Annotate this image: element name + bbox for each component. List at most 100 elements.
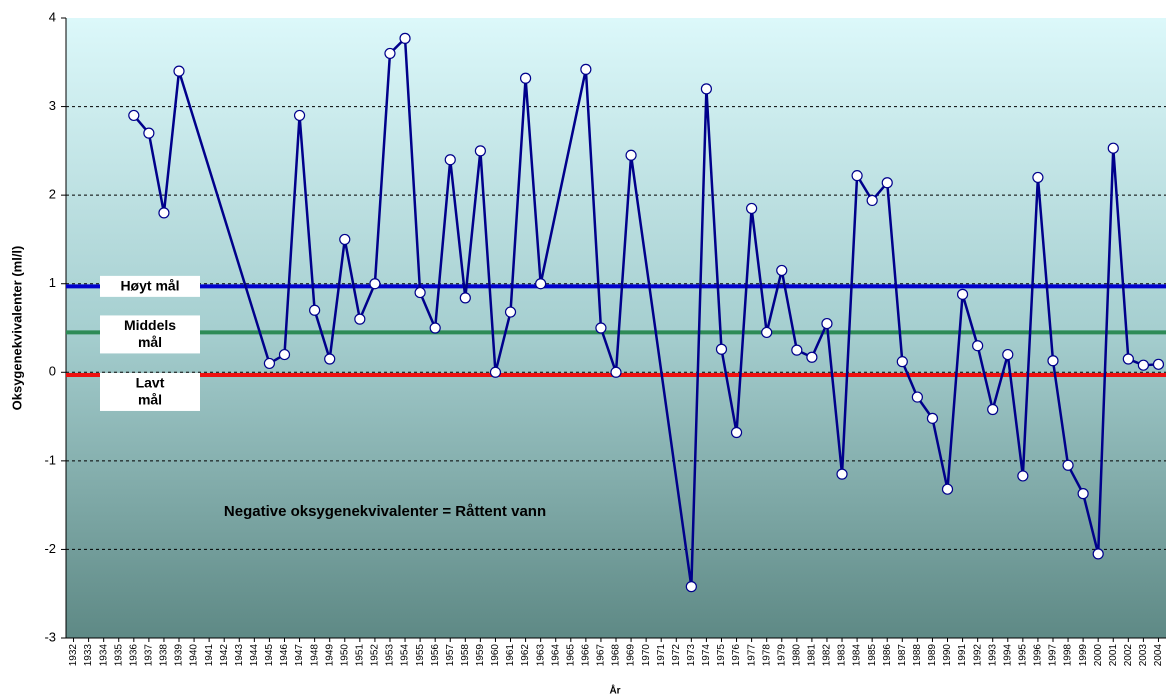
data-point	[324, 353, 336, 365]
x-tick-label: 1953	[385, 644, 396, 667]
x-tick-label: 1943	[234, 644, 245, 667]
data-point	[414, 286, 426, 299]
data-point	[1152, 358, 1165, 370]
data-point	[128, 109, 140, 122]
data-point	[143, 127, 155, 139]
y-tick-label: -3	[44, 629, 56, 644]
x-tick-label: 1963	[535, 644, 546, 667]
reference-label: Høyt mål	[120, 278, 179, 294]
x-tick-label: 1937	[144, 644, 155, 667]
data-point	[700, 83, 713, 95]
x-tick-label: 1994	[1002, 644, 1013, 667]
x-tick-label: 1934	[98, 644, 109, 667]
x-tick-label: 2004	[1153, 644, 1164, 667]
x-tick-label: 1935	[113, 644, 124, 667]
x-tick-label: 1982	[822, 644, 833, 667]
x-tick-label: 2003	[1138, 644, 1149, 667]
data-point	[1032, 171, 1044, 184]
data-point	[293, 109, 306, 122]
data-point	[474, 145, 486, 157]
x-tick-label: 1950	[339, 644, 350, 667]
data-point	[459, 292, 471, 304]
x-tick-label: 1948	[309, 644, 320, 667]
reference-label: mål	[138, 392, 162, 408]
x-tick-label: 2002	[1123, 644, 1134, 667]
x-axis-label: År	[609, 684, 620, 697]
data-point	[1047, 355, 1059, 367]
data-point	[173, 65, 185, 77]
x-tick-label: 1965	[565, 644, 576, 667]
data-point	[369, 278, 381, 290]
x-tick-label: 1942	[219, 644, 230, 667]
y-tick-label: 4	[49, 9, 56, 24]
x-tick-label: 1979	[776, 644, 787, 667]
x-tick-label: 1989	[927, 644, 938, 667]
data-point	[519, 72, 532, 84]
x-tick-label: 1976	[731, 644, 742, 667]
x-tick-label: 1986	[882, 644, 893, 667]
reference-label: Lavt	[136, 375, 165, 391]
x-tick-label: 1999	[1078, 644, 1089, 667]
x-tick-label: 1969	[626, 644, 637, 667]
x-tick-label: 1980	[791, 644, 802, 667]
data-point	[158, 207, 170, 219]
reference-label: Middels	[124, 317, 176, 333]
x-tick-label: 1939	[174, 644, 185, 667]
x-tick-label: 1947	[294, 644, 305, 667]
x-tick-label: 1955	[415, 644, 426, 667]
reference-label-box	[100, 372, 200, 411]
x-tick-label: 2001	[1108, 644, 1119, 667]
data-point	[881, 177, 893, 189]
data-point	[399, 32, 411, 44]
x-tick-label: 1983	[837, 644, 848, 667]
data-point	[429, 322, 441, 334]
x-tick-label: 1941	[204, 644, 215, 667]
x-tick-label: 1964	[550, 644, 561, 667]
reference-label: mål	[138, 334, 162, 350]
data-point	[339, 233, 351, 246]
data-point	[972, 340, 984, 352]
x-tick-label: 1995	[1017, 644, 1028, 667]
data-point	[489, 366, 502, 378]
x-tick-label: 1936	[128, 644, 139, 667]
x-tick-label: 1972	[671, 644, 682, 667]
y-tick-label: 2	[49, 187, 56, 202]
x-tick-label: 1966	[581, 644, 592, 667]
x-tick-label: 1988	[912, 644, 923, 667]
x-tick-label: 1967	[596, 644, 607, 667]
data-point	[384, 47, 396, 60]
data-point	[911, 391, 923, 403]
data-point	[987, 403, 999, 416]
data-point	[746, 202, 758, 215]
x-tick-label: 1961	[505, 644, 516, 667]
data-point	[1137, 359, 1149, 371]
x-tick-label: 1996	[1033, 644, 1044, 667]
data-point	[1122, 353, 1134, 365]
x-tick-label: 1992	[972, 644, 983, 667]
x-tick-label: 1952	[370, 644, 381, 667]
x-tick-label: 1938	[159, 644, 170, 667]
data-point	[1092, 548, 1104, 560]
x-tick-label: 1974	[701, 644, 712, 667]
data-point	[836, 468, 848, 480]
data-point	[791, 344, 803, 356]
x-tick-label: 1933	[83, 644, 94, 667]
x-tick-label: 1960	[490, 644, 501, 667]
data-point	[309, 304, 321, 316]
x-tick-label: 1957	[445, 644, 456, 667]
x-tick-label: 1970	[641, 644, 652, 667]
data-point	[685, 581, 697, 593]
data-point	[866, 194, 878, 207]
x-tick-label: 1987	[897, 644, 908, 667]
data-point	[956, 288, 969, 300]
x-tick-label: 1977	[746, 644, 757, 667]
data-point	[730, 426, 743, 439]
y-axis-label: Oksygenekvivalenter (ml/l)	[9, 246, 24, 411]
x-tick-label: 1978	[761, 644, 772, 667]
y-tick-label: -1	[44, 452, 56, 467]
x-tick-label: 1973	[686, 644, 697, 667]
x-tick-label: 1958	[460, 644, 471, 667]
data-point	[715, 343, 728, 355]
x-tick-label: 1946	[279, 644, 290, 667]
